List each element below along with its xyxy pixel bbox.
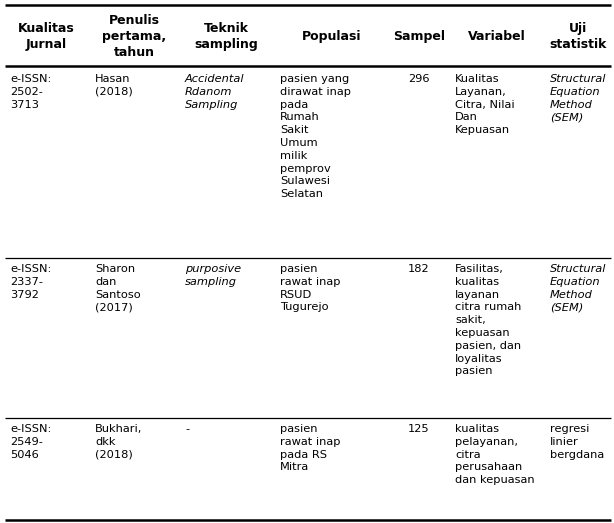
Text: 296: 296 (408, 74, 430, 84)
Text: Bukhari,
dkk
(2018): Bukhari, dkk (2018) (95, 424, 142, 460)
Text: Accidental
Rdanom
Sampling: Accidental Rdanom Sampling (185, 74, 244, 110)
Text: Sampel: Sampel (393, 30, 445, 43)
Text: e-ISSN:
2337-
3792: e-ISSN: 2337- 3792 (10, 264, 52, 300)
Text: Kualitas
Jurnal: Kualitas Jurnal (18, 22, 75, 51)
Text: Uji
statistik: Uji statistik (550, 22, 607, 51)
Text: e-ISSN:
2502-
3713: e-ISSN: 2502- 3713 (10, 74, 52, 110)
Text: pasien
rawat inap
RSUD
Tugurejo: pasien rawat inap RSUD Tugurejo (280, 264, 341, 312)
Text: Variabel: Variabel (468, 30, 526, 43)
Text: Hasan
(2018): Hasan (2018) (95, 74, 133, 97)
Text: kualitas
pelayanan,
citra
perusahaan
dan kepuasan: kualitas pelayanan, citra perusahaan dan… (455, 424, 535, 485)
Text: e-ISSN:
2549-
5046: e-ISSN: 2549- 5046 (10, 424, 52, 460)
Text: pasien yang
dirawat inap
pada
Rumah
Sakit
Umum
milik
pemprov
Sulawesi
Selatan: pasien yang dirawat inap pada Rumah Saki… (280, 74, 351, 199)
Text: Structural
Equation
Method
(SEM): Structural Equation Method (SEM) (550, 74, 607, 122)
Text: Kualitas
Layanan,
Citra, Nilai
Dan
Kepuasan: Kualitas Layanan, Citra, Nilai Dan Kepua… (455, 74, 515, 135)
Text: Sharon
dan
Santoso
(2017): Sharon dan Santoso (2017) (95, 264, 141, 312)
Text: purposive
sampling: purposive sampling (185, 264, 241, 287)
Text: Penulis
pertama,
tahun: Penulis pertama, tahun (102, 14, 166, 59)
Text: pasien
rawat inap
pada RS
Mitra: pasien rawat inap pada RS Mitra (280, 424, 341, 472)
Text: regresi
linier
bergdana: regresi linier bergdana (550, 424, 604, 460)
Text: 125: 125 (408, 424, 430, 434)
Text: Teknik
sampling: Teknik sampling (194, 22, 258, 51)
Text: Structural
Equation
Method
(SEM): Structural Equation Method (SEM) (550, 264, 607, 312)
Text: Populasi: Populasi (301, 30, 361, 43)
Text: Fasilitas,
kualitas
layanan
citra rumah
sakit,
kepuasan
pasien, dan
loyalitas
pa: Fasilitas, kualitas layanan citra rumah … (455, 264, 521, 377)
Text: 182: 182 (408, 264, 430, 274)
Text: -: - (185, 424, 189, 434)
